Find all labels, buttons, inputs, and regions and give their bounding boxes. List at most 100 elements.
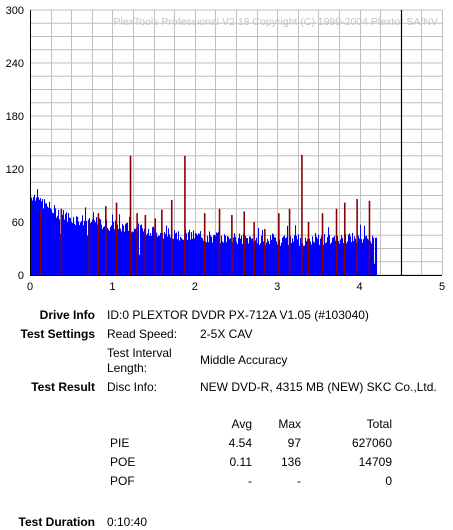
pie-bar [227,236,229,275]
pie-bar [331,242,333,275]
pie-bar [205,241,207,275]
pie-bar [365,236,367,275]
pie-bar [139,254,141,275]
pie-bar [373,237,375,275]
pie-bar [125,224,127,275]
x-tick-label: 2 [192,281,198,293]
pie-bar [334,235,336,275]
test-duration-value: 0:10:40 [107,515,148,529]
pie-bar [131,232,133,275]
pie-bar [117,224,119,275]
pie-bar [126,222,128,275]
pie-bar [349,233,351,275]
pie-bar [361,239,363,275]
pie-bar [310,241,312,275]
pie-bar [196,233,198,275]
pie-bar [355,238,357,275]
pie-bar [339,243,341,275]
pie-bar [347,241,349,275]
header-max: Max [278,417,301,431]
pie-bar [167,236,169,275]
pie-bar [327,237,329,275]
pie-bar [76,216,78,275]
pie-bar [115,220,117,275]
pie-bar [51,209,53,275]
pie-bar [209,231,211,275]
pie-bar [285,238,287,275]
pie-bar [294,235,296,275]
pie-bar [249,236,251,275]
pie-bar [234,233,236,275]
pie-bar [66,212,68,275]
pie-bar [192,238,194,275]
disc-info-label: Disc Info: [107,380,158,394]
pie-bar [107,228,109,275]
pie-bar [362,242,364,275]
pie-bar [55,208,57,275]
pie-bar [127,222,129,275]
pie-bar [292,238,294,275]
pie-bar [230,238,232,275]
pie-bar [100,219,102,275]
pie-bar [306,241,308,275]
drive-info-value: ID:0 PLEXTOR DVDR PX-712A V1.05 (#103040… [107,308,369,322]
pie-bar [96,217,98,275]
pie-bar [111,225,113,275]
x-tick-label: 1 [109,281,115,293]
pie-bar [210,235,212,275]
pie-bar [311,244,313,275]
pie-bar [372,235,374,275]
pie-bar [299,245,301,275]
pie-bar [280,245,282,275]
pie-bar [368,239,370,275]
pie-bar [65,213,67,275]
pie-bar [277,244,279,275]
pie-bar [307,239,309,275]
pie-bar [241,235,243,275]
pie-bar [376,237,378,275]
pie-bar [83,225,85,275]
pie-bar [135,228,137,275]
pie-bar [180,236,182,275]
pie-bar [146,235,148,275]
pie-bar [303,245,305,275]
pie-bar [211,236,213,275]
pie-bar [67,221,69,275]
pie-bar [97,224,99,275]
pie-bar [260,243,262,275]
pie-bar [195,232,197,275]
pie-bar [235,236,237,275]
pie-bar [74,223,76,275]
interval-label-line2: Length: [107,361,148,375]
pie-bar [159,235,161,275]
pie-bar [309,238,311,275]
pie-bar [325,243,327,275]
row-pie-name: PIE [110,436,130,450]
pie-bar [340,239,342,275]
pie-bar [82,215,84,275]
pie-bar [293,241,295,275]
pie-bar [148,228,150,275]
pie-bar [206,242,208,275]
pie-bar [258,227,260,275]
pie-bar [360,224,362,275]
pie-bar [367,238,369,275]
row-pie-total: 627060 [351,436,392,450]
pie-bar [108,229,110,275]
pie-bar [193,230,195,275]
pie-bar [95,222,97,275]
pie-bar [31,197,33,275]
pie-bar [323,244,325,275]
pie-series [30,189,378,275]
pie-bar [56,217,58,275]
pie-bar [268,241,270,275]
pie-bar [160,232,162,275]
y-tick-label: 60 [12,217,24,229]
pie-bar [141,224,143,275]
pie-bar [276,241,278,275]
pie-bar [54,205,56,275]
pie-bar [274,237,276,275]
pie-bar [242,243,244,275]
pie-bar [156,232,158,275]
pie-bar [208,242,210,275]
